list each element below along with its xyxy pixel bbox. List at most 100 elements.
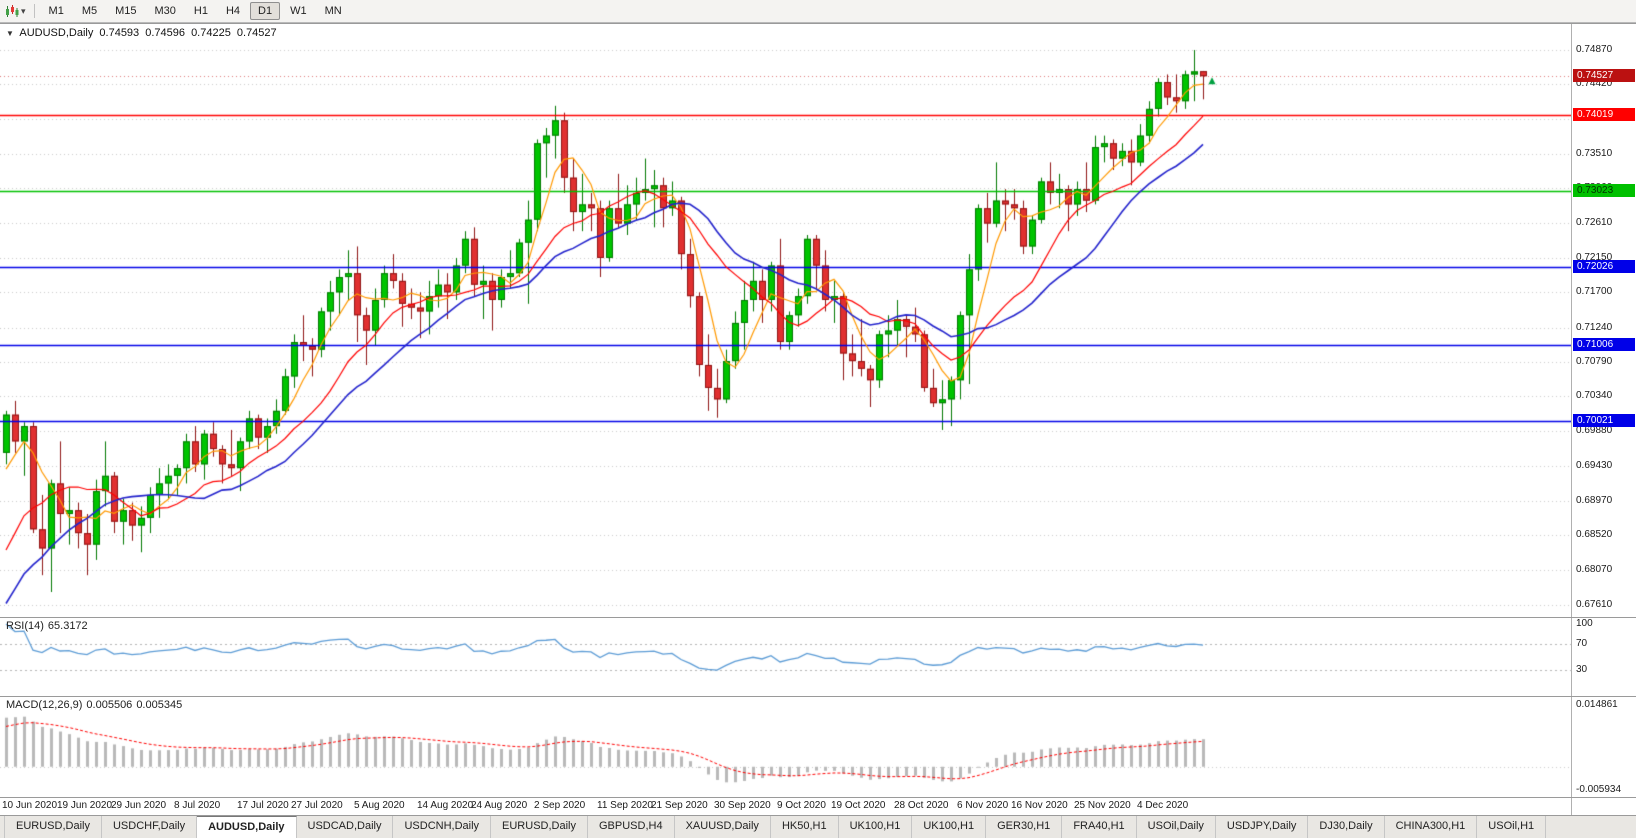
- time-axis[interactable]: 10 Jun 2020 19 Jun 2020 29 Jun 2020 8 Jul 2…: [0, 797, 1636, 815]
- time-axis-label-4: 17 Jul 2020: [237, 800, 289, 811]
- chart-tab-fra40-h1-12[interactable]: FRA40,H1: [1062, 816, 1137, 838]
- time-axis-corner: [1571, 798, 1636, 815]
- time-axis-label-16: 6 Nov 2020: [957, 800, 1009, 811]
- chart-tab-eurusd-daily-0[interactable]: EURUSD,Daily: [4, 816, 102, 838]
- ohlc-low-value: 0.74225: [191, 27, 231, 39]
- macd-signal-value: 0.005345: [136, 699, 183, 711]
- timeframe-button-w1[interactable]: W1: [290, 5, 307, 17]
- rsi-canvas[interactable]: [0, 618, 1571, 696]
- chart-tab-hk50-h1-8[interactable]: HK50,H1: [771, 816, 839, 838]
- macd-indicator-panel[interactable]: MACD(12,26,9) 0.005506 0.005345 0.014861 -0…: [0, 696, 1636, 797]
- time-axis-label-12: 30 Sep 2020: [714, 800, 771, 811]
- price-axis-label-7: 0.71700: [1576, 286, 1613, 298]
- chart-type-icon[interactable]: [5, 4, 19, 18]
- price-axis[interactable]: 0.748700.744200.739700.735100.730600.726…: [1571, 24, 1636, 617]
- price-axis-label-10: 0.70340: [1576, 390, 1613, 402]
- chart-tab-usdcnh-daily-4[interactable]: USDCNH,Daily: [393, 816, 492, 838]
- timeframe-button-h4[interactable]: H4: [225, 5, 241, 17]
- level-price-badge-4: 0.70021: [1573, 413, 1635, 427]
- time-axis-label-7: 14 Aug 2020: [417, 800, 474, 811]
- macd-main-value: 0.005506: [86, 699, 133, 711]
- rsi-indicator-panel[interactable]: RSI(14) 65.3172 100 70 30: [0, 617, 1636, 696]
- rsi-axis-label-2: 30: [1576, 664, 1588, 676]
- chart-tab-xauusd-daily-7[interactable]: XAUUSD,Daily: [675, 816, 771, 838]
- price-axis-label-11: 0.69880: [1576, 425, 1613, 437]
- time-axis-label-15: 28 Oct 2020: [894, 800, 949, 811]
- chart-tab-usdcad-daily-3[interactable]: USDCAD,Daily: [297, 816, 394, 838]
- ohlc-open-value: 0.74593: [99, 27, 140, 39]
- price-axis-label-5: 0.72610: [1576, 216, 1613, 228]
- price-axis-label-16: 0.67610: [1576, 599, 1613, 610]
- macd-axis-label-top: 0.014861: [1576, 699, 1618, 710]
- price-axis-label-9: 0.70790: [1576, 355, 1613, 367]
- chart-type-dropdown-icon[interactable]: ▾: [21, 5, 26, 16]
- timeframe-button-m30[interactable]: M30: [154, 5, 176, 17]
- timeframe-button-d1[interactable]: D1: [250, 2, 281, 20]
- price-axis-label-0: 0.74870: [1576, 44, 1613, 55]
- price-axis-label-13: 0.68970: [1576, 495, 1613, 507]
- chart-tab-usoil-daily-13[interactable]: USOil,Daily: [1137, 816, 1216, 838]
- chart-tab-usdchf-daily-1[interactable]: USDCHF,Daily: [102, 816, 198, 838]
- price-axis-label-12: 0.69430: [1576, 459, 1613, 471]
- chart-tabs-bar: EURUSD,Daily USDCHF,Daily AUDUSD,Daily USDC…: [0, 815, 1636, 838]
- toolbar-separator: [33, 4, 35, 18]
- time-axis-label-18: 25 Nov 2020: [1074, 800, 1131, 811]
- timeframe-button-mn[interactable]: MN: [324, 5, 342, 17]
- macd-canvas[interactable]: [0, 697, 1571, 797]
- rsi-indicator-value: 65.3172: [47, 620, 88, 632]
- time-axis-label-10: 11 Sep 2020: [597, 800, 653, 811]
- time-axis-label-3: 8 Jul 2020: [174, 800, 221, 811]
- chart-tab-ger30-h1-11[interactable]: GER30,H1: [986, 816, 1063, 838]
- price-axis-label-1: 0.74420: [1576, 78, 1613, 90]
- rsi-axis-label-1: 70: [1576, 637, 1588, 649]
- chart-tab-china300-h1-16[interactable]: CHINA300,H1: [1385, 816, 1478, 838]
- ohlc-close-value: 0.74527: [236, 27, 277, 39]
- chart-tab-uk100-h1-10[interactable]: UK100,H1: [912, 816, 987, 838]
- price-axis-label-8: 0.71240: [1576, 321, 1613, 333]
- rsi-axis: 100 70 30: [1571, 618, 1636, 696]
- rsi-axis-label-0: 100: [1576, 618, 1593, 629]
- macd-axis-label-bottom: -0.005934: [1576, 784, 1622, 795]
- macd-label: MACD(12,26,9) 0.005506 0.005345: [6, 699, 186, 711]
- ohlc-high-value: 0.74596: [145, 27, 185, 39]
- time-axis-label-8: 24 Aug 2020: [471, 800, 528, 811]
- timeframe-toolbar: ▾ M1 M5 M15 M30 H1 H4 D1 W1 MN: [0, 0, 1636, 23]
- price-axis-label-6: 0.72150: [1576, 251, 1613, 263]
- timeframe-button-m1[interactable]: M1: [48, 5, 64, 17]
- level-price-badge-0: 0.74019: [1573, 108, 1635, 122]
- macd-indicator-name: MACD(12,26,9): [6, 699, 83, 711]
- chart-symbol-label: AUDUSD,Daily: [19, 27, 94, 39]
- price-axis-label-14: 0.68520: [1576, 529, 1613, 541]
- timeframe-button-m5[interactable]: M5: [81, 5, 98, 17]
- time-axis-label-13: 9 Oct 2020: [777, 800, 826, 811]
- triangle-down-icon: ▼: [6, 29, 14, 38]
- chart-tab-audusd-daily-2[interactable]: AUDUSD,Daily: [197, 816, 297, 838]
- time-axis-label-5: 27 Jul 2020: [291, 800, 343, 811]
- chart-window: ▼ AUDUSD,Daily 0.74593 0.74596 0.74225 0…: [0, 23, 1636, 815]
- chart-tab-dj30-daily-15[interactable]: DJ30,Daily: [1308, 816, 1385, 838]
- timeframe-button-m15[interactable]: M15: [115, 5, 137, 17]
- chart-tab-eurusd-daily-5[interactable]: EURUSD,Daily: [491, 816, 588, 838]
- chart-tab-uk100-h1-9[interactable]: UK100,H1: [839, 816, 913, 838]
- macd-axis: 0.014861 -0.005934: [1571, 697, 1636, 797]
- time-axis-label-14: 19 Oct 2020: [831, 800, 886, 811]
- time-axis-label-0: 10 Jun 2020: [2, 800, 58, 811]
- chart-tab-usoil-h1-17[interactable]: USOil,H1: [1477, 816, 1547, 838]
- time-axis-label-6: 5 Aug 2020: [354, 800, 405, 811]
- chart-title: ▼ AUDUSD,Daily 0.74593 0.74596 0.74225 0…: [6, 27, 280, 39]
- price-chart-canvas[interactable]: [0, 24, 1571, 617]
- rsi-indicator-name: RSI(14): [6, 620, 44, 632]
- time-axis-label-1: 19 Jun 2020: [57, 800, 113, 811]
- rsi-label: RSI(14) 65.3172: [6, 620, 92, 632]
- price-axis-label-15: 0.68070: [1576, 563, 1613, 575]
- level-price-badge-3: 0.71006: [1573, 338, 1635, 352]
- time-axis-label-2: 29 Jun 2020: [111, 800, 167, 811]
- chart-tab-gbpusd-h4-6[interactable]: GBPUSD,H4: [588, 816, 675, 838]
- chart-tab-usdjpy-daily-14[interactable]: USDJPY,Daily: [1216, 816, 1309, 838]
- current-price-badge: 0.74527: [1573, 69, 1635, 83]
- level-price-badge-1: 0.73023: [1573, 184, 1635, 198]
- price-chart-panel[interactable]: ▼ AUDUSD,Daily 0.74593 0.74596 0.74225 0…: [0, 24, 1636, 617]
- timeframe-button-h1[interactable]: H1: [193, 5, 208, 17]
- level-price-badge-2: 0.72026: [1573, 260, 1635, 274]
